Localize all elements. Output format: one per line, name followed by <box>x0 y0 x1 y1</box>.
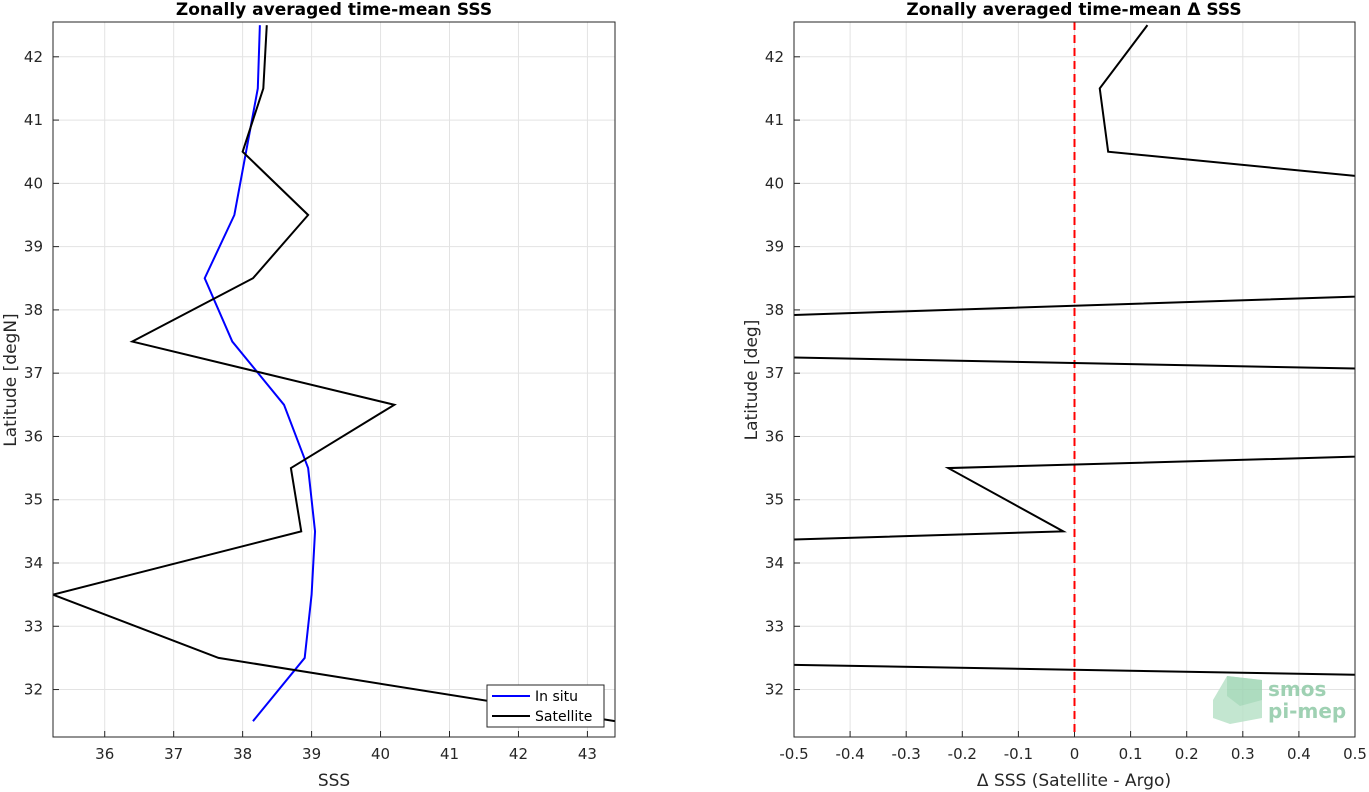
y-tick-label: 39 <box>24 238 43 256</box>
left-grid <box>53 22 615 737</box>
y-tick-label: 33 <box>765 617 784 635</box>
x-tick-label: 0.1 <box>1119 745 1143 763</box>
left-title: Zonally averaged time-mean SSS <box>176 0 492 20</box>
x-tick-label: -0.4 <box>835 745 864 763</box>
y-tick-label: 33 <box>24 617 43 635</box>
right-ylabel: Latitude [deg] <box>742 320 762 441</box>
legend-label-in-situ: In situ <box>535 689 578 705</box>
right-series <box>794 22 1355 737</box>
x-tick-label: -0.2 <box>948 745 977 763</box>
x-tick-label: 0 <box>1070 745 1080 763</box>
left-axes-box <box>52 21 616 738</box>
legend-label-satellite: Satellite <box>535 709 592 725</box>
series-line-delta-sss <box>794 24 1355 676</box>
left-tick-labels: 36 37 38 39 40 41 42 43 32 33 34 35 36 37 38 39 40 41 42 <box>24 48 597 763</box>
smos-pi-mep-logo: smos pi-mep <box>1213 676 1346 724</box>
left-panel: 36 37 38 39 40 41 42 43 32 33 34 35 36 37 38 39 40 41 42 Z… <box>1 0 616 791</box>
y-tick-label: 40 <box>24 174 43 192</box>
y-tick-label: 39 <box>765 238 784 256</box>
x-tick-label: 0.4 <box>1287 745 1311 763</box>
y-tick-label: 34 <box>24 554 43 572</box>
right-title: Zonally averaged time-mean Δ SSS <box>906 0 1241 20</box>
y-tick-label: 36 <box>765 427 784 445</box>
x-tick-label: 37 <box>164 745 183 763</box>
legend-box <box>486 684 605 728</box>
y-tick-label: 35 <box>24 491 43 509</box>
series-line-in-situ <box>203 25 317 722</box>
logo-text-pi-mep: pi-mep <box>1268 699 1346 723</box>
y-tick-label: 41 <box>24 111 43 129</box>
x-tick-label: 36 <box>95 745 114 763</box>
left-series <box>53 25 615 723</box>
left-xlabel: SSS <box>318 771 350 791</box>
x-tick-label: 38 <box>233 745 252 763</box>
right-tick-labels: -0.5 -0.4 -0.3 -0.2 -0.1 0 0.1 0.2 0.3 0.4 0.5 32 33… <box>765 48 1367 763</box>
x-tick-label: -0.1 <box>1004 745 1033 763</box>
y-tick-label: 40 <box>765 174 784 192</box>
x-tick-label: -0.5 <box>779 745 808 763</box>
logo-mark-shade <box>1227 676 1262 706</box>
series-line-satellite <box>53 25 615 723</box>
y-tick-label: 37 <box>24 364 43 382</box>
x-tick-label: 0.2 <box>1175 745 1199 763</box>
y-tick-label: 42 <box>24 48 43 66</box>
right-axes-box <box>793 21 1356 738</box>
right-xlabel: Δ SSS (Satellite - Argo) <box>977 771 1171 791</box>
x-tick-label: 0.5 <box>1343 745 1367 763</box>
x-tick-label: 40 <box>371 745 390 763</box>
x-tick-label: 41 <box>440 745 459 763</box>
x-tick-label: 42 <box>509 745 528 763</box>
y-tick-label: 41 <box>765 111 784 129</box>
y-tick-label: 38 <box>24 301 43 319</box>
legend: In situ Satellite <box>486 684 605 728</box>
y-tick-label: 38 <box>765 301 784 319</box>
y-tick-label: 37 <box>765 364 784 382</box>
logo-text-smos: smos <box>1268 677 1326 701</box>
y-tick-label: 32 <box>24 681 43 699</box>
x-tick-label: 0.3 <box>1231 745 1255 763</box>
x-tick-label: 43 <box>578 745 597 763</box>
y-tick-label: 35 <box>765 491 784 509</box>
y-tick-label: 32 <box>765 681 784 699</box>
left-ylabel: Latitude [degN] <box>1 313 21 446</box>
y-tick-label: 34 <box>765 554 784 572</box>
y-tick-label: 36 <box>24 427 43 445</box>
left-axes-background <box>53 22 615 737</box>
y-tick-label: 42 <box>765 48 784 66</box>
x-tick-label: 39 <box>302 745 321 763</box>
x-tick-label: -0.3 <box>892 745 921 763</box>
